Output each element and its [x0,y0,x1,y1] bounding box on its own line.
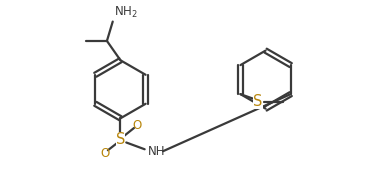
Text: S: S [116,132,125,147]
Text: O: O [132,119,142,132]
Text: NH: NH [147,145,165,158]
Text: S: S [253,94,262,109]
Text: NH$_2$: NH$_2$ [114,5,137,20]
Text: O: O [100,147,110,160]
